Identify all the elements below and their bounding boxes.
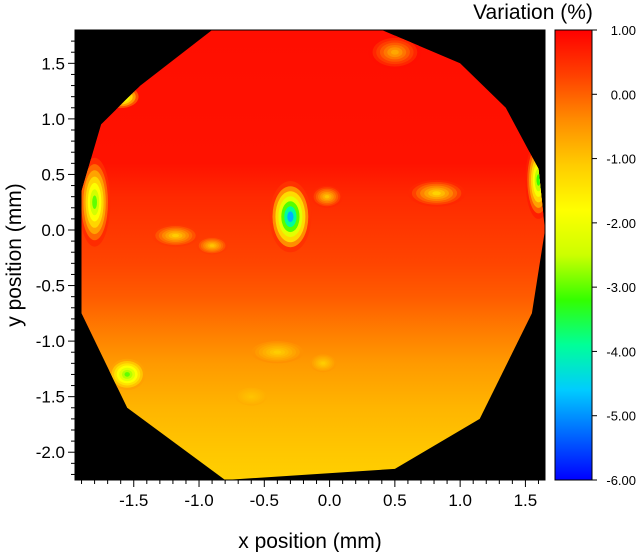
contour-level: [209, 244, 215, 247]
y-tick-label: -1.5: [36, 388, 65, 407]
colorbar-tick-label: 1.00: [611, 23, 636, 38]
contour-level: [287, 211, 294, 222]
x-tick-label: 1.5: [514, 491, 538, 510]
x-tick-label: -0.5: [250, 491, 279, 510]
map-feature-0: [269, 181, 312, 253]
map-feature-12: [310, 354, 337, 373]
y-tick-label: 0.0: [41, 221, 65, 240]
y-tick-label: 1.0: [41, 110, 65, 129]
contour-level: [92, 195, 97, 209]
colorbar-tick-label: -6.00: [606, 473, 636, 488]
colorbar-tick-label: 0.00: [611, 87, 636, 102]
x-axis: -1.5 -1.0 -0.5 0.0 0.5 1.0 1.5: [81, 480, 539, 510]
map-feature-3: [152, 224, 199, 247]
colorbar-tick-label: -3.00: [606, 280, 636, 295]
x-tick-label: 0.0: [318, 491, 342, 510]
colorbar-tick-label: -2.00: [606, 216, 636, 231]
x-tick-label: -1.5: [119, 491, 148, 510]
y-tick-label: 1.5: [41, 54, 65, 73]
colorbar-tick-label: -1.00: [606, 152, 636, 167]
y-tick-label: -1.0: [36, 332, 65, 351]
colorbar-tick-label: -4.00: [606, 344, 636, 359]
x-tick-label: -1.0: [184, 491, 213, 510]
map-feature-8: [108, 358, 146, 390]
variation-map: [81, 30, 545, 480]
map-feature-11: [251, 341, 304, 364]
contour-level: [172, 233, 179, 238]
map-feature-1: [311, 185, 343, 208]
plot-frame: [74, 29, 546, 481]
y-tick-label: -0.5: [36, 277, 65, 296]
x-axis-label: x position (mm): [238, 530, 382, 552]
contour-level: [432, 191, 441, 196]
contour-level: [124, 372, 130, 377]
y-tick-label: 0.5: [41, 165, 65, 184]
contour-level: [248, 395, 254, 399]
map-feature-2: [407, 180, 466, 207]
colorbar-ticks: 1.00 0.00 -1.00 -2.00 -3.00 -4.00 -5.00 -6.00: [592, 23, 636, 488]
colorbar-scale: [554, 29, 593, 481]
y-axis: 1.5 1.0 0.5 0.0 -0.5 -1.0 -1.5 -2.0: [36, 40, 75, 475]
map-feature-5: [81, 157, 111, 247]
x-tick-label: 1.0: [448, 491, 472, 510]
map-feature-4: [196, 236, 228, 255]
map-feature-13: [235, 387, 267, 406]
map-features: [81, 35, 545, 422]
contour-level: [321, 362, 326, 365]
colorbar: Variation (%) 1.00 0.00 -1.00 -2.00 -3.00 -4.…: [473, 1, 636, 488]
plot-area: [74, 29, 546, 481]
contour-level: [324, 195, 330, 199]
contour-level: [273, 350, 282, 354]
y-tick-label: -2.0: [36, 443, 65, 462]
colorbar-title: Variation (%): [473, 1, 593, 24]
colorbar-tick-label: -5.00: [606, 409, 636, 424]
map-feature-10: [368, 35, 421, 69]
y-axis-label: y position (mm): [3, 183, 26, 327]
x-tick-label: 0.5: [383, 491, 407, 510]
contour-level: [391, 49, 399, 55]
